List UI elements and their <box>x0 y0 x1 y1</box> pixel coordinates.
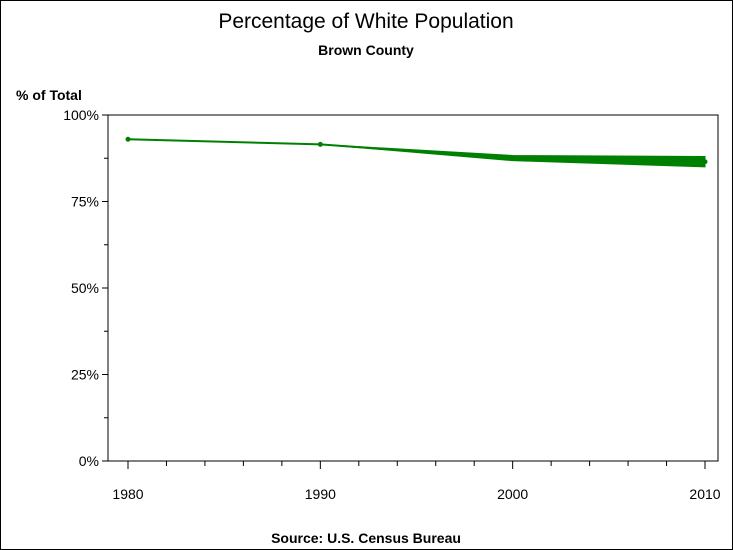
x-tick-label: 1980 <box>112 486 143 502</box>
series-layer <box>125 136 708 168</box>
chart-title: Percentage of White Population <box>218 10 513 33</box>
source-note: Source: U.S. Census Bureau <box>271 530 461 546</box>
y-tick-label: 100% <box>63 107 99 123</box>
y-tick-label: 50% <box>71 280 99 296</box>
data-point <box>510 155 516 161</box>
data-point <box>317 141 323 147</box>
y-axis-label: % of Total <box>16 87 82 103</box>
x-tick-label: 2000 <box>497 486 528 502</box>
y-tick-label: 0% <box>79 453 99 469</box>
x-tick-label: 1990 <box>305 486 336 502</box>
x-tick-label: 2010 <box>689 486 720 502</box>
data-point <box>125 136 131 142</box>
y-axis: 0% 25% 50% 75% 100% <box>63 107 108 469</box>
y-tick-label: 75% <box>71 194 99 210</box>
x-axis: 1980 1990 2000 2010 <box>112 461 721 502</box>
plot-area <box>107 114 719 462</box>
y-tick-label: 25% <box>71 367 99 383</box>
chart-subtitle: Brown County <box>318 42 414 58</box>
data-point <box>702 159 708 165</box>
series-line <box>127 138 706 163</box>
series-band <box>127 138 706 168</box>
